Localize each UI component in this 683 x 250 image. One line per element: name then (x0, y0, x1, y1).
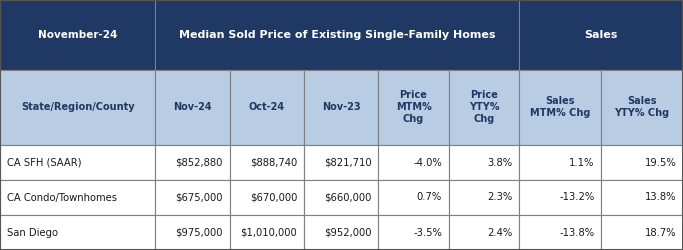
Text: $975,000: $975,000 (176, 228, 223, 237)
Text: Median Sold Price of Existing Single-Family Homes: Median Sold Price of Existing Single-Fam… (179, 30, 496, 40)
Bar (519, 0, 683, 70)
Text: Price
YTY%
Chg: Price YTY% Chg (469, 90, 499, 124)
Bar (519, 180, 601, 215)
Text: -13.8%: -13.8% (559, 228, 594, 237)
Text: San Diego: San Diego (7, 228, 58, 237)
Bar (519, 70, 601, 145)
Text: Price
MTM%
Chg: Price MTM% Chg (395, 90, 432, 124)
Text: Sales
MTM% Chg: Sales MTM% Chg (530, 96, 590, 118)
Text: -13.2%: -13.2% (559, 192, 594, 202)
Text: -4.0%: -4.0% (413, 158, 442, 168)
Text: State/Region/County: State/Region/County (21, 102, 135, 113)
Bar (156, 180, 229, 215)
Text: November-24: November-24 (38, 30, 117, 40)
Text: -3.5%: -3.5% (413, 228, 442, 237)
Bar (156, 70, 229, 145)
Text: $952,000: $952,000 (324, 228, 372, 237)
Text: Sales: Sales (585, 30, 618, 40)
Text: 3.8%: 3.8% (487, 158, 512, 168)
Bar (378, 215, 449, 250)
Text: 0.7%: 0.7% (417, 192, 442, 202)
Bar (156, 215, 229, 250)
Bar (229, 180, 304, 215)
Text: $888,740: $888,740 (250, 158, 297, 168)
Bar (378, 180, 449, 215)
Bar (304, 70, 378, 145)
Bar (0, 215, 156, 250)
Bar (449, 215, 519, 250)
Text: 2.3%: 2.3% (487, 192, 512, 202)
Text: $675,000: $675,000 (176, 192, 223, 202)
Bar (156, 0, 519, 70)
Text: $660,000: $660,000 (324, 192, 372, 202)
Bar (449, 145, 519, 180)
Text: 19.5%: 19.5% (645, 158, 676, 168)
Text: $821,710: $821,710 (324, 158, 372, 168)
Bar (156, 145, 229, 180)
Text: Sales
YTY% Chg: Sales YTY% Chg (615, 96, 669, 118)
Bar (0, 180, 156, 215)
Bar (378, 70, 449, 145)
Text: $1,010,000: $1,010,000 (240, 228, 297, 237)
Text: Nov-24: Nov-24 (173, 102, 212, 113)
Bar (0, 0, 156, 70)
Bar (601, 215, 683, 250)
Bar (304, 215, 378, 250)
Bar (449, 180, 519, 215)
Text: 13.8%: 13.8% (645, 192, 676, 202)
Bar (229, 70, 304, 145)
Bar (601, 70, 683, 145)
Text: $670,000: $670,000 (250, 192, 297, 202)
Text: 18.7%: 18.7% (645, 228, 676, 237)
Text: 1.1%: 1.1% (569, 158, 594, 168)
Text: Oct-24: Oct-24 (249, 102, 285, 113)
Text: 2.4%: 2.4% (487, 228, 512, 237)
Text: Nov-23: Nov-23 (322, 102, 361, 113)
Bar (229, 145, 304, 180)
Text: $852,880: $852,880 (176, 158, 223, 168)
Bar (519, 145, 601, 180)
Bar (378, 145, 449, 180)
Bar (601, 180, 683, 215)
Bar (0, 70, 156, 145)
Bar (601, 145, 683, 180)
Text: CA Condo/Townhomes: CA Condo/Townhomes (7, 192, 117, 202)
Bar (304, 180, 378, 215)
Text: CA SFH (SAAR): CA SFH (SAAR) (7, 158, 81, 168)
Bar (0, 145, 156, 180)
Bar (304, 145, 378, 180)
Bar (229, 215, 304, 250)
Bar (519, 215, 601, 250)
Bar (449, 70, 519, 145)
